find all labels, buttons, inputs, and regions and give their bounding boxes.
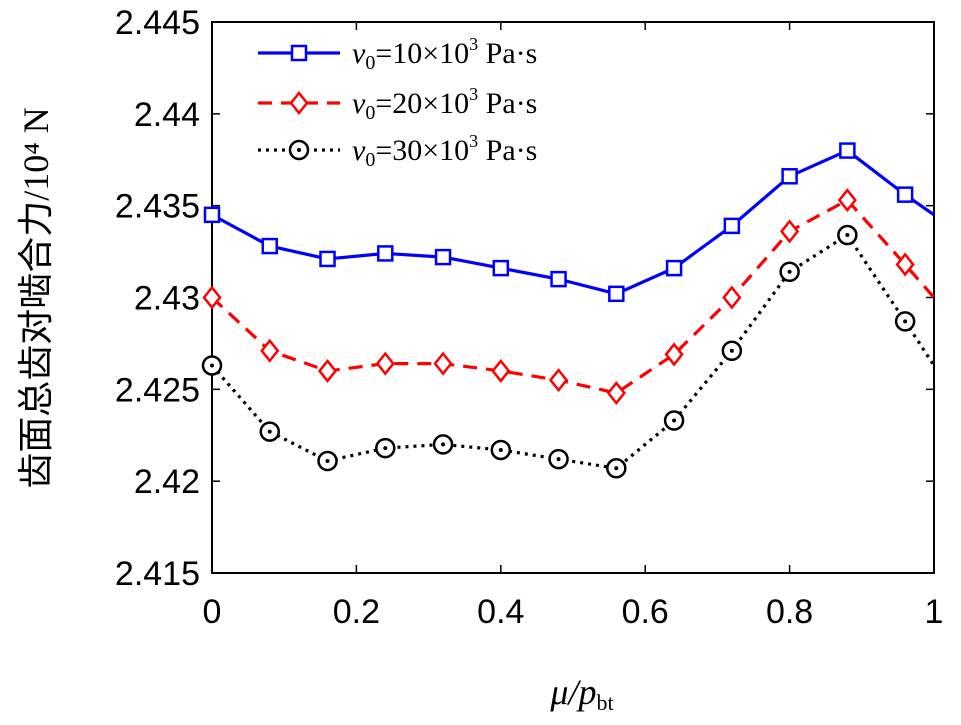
data-point-square — [492, 259, 510, 277]
legend-label: ν0=20×103 Pa·s — [352, 84, 537, 124]
y-axis-title: 齿面总齿对啮合力/10⁴ N — [16, 107, 56, 489]
data-point-circle-dot — [614, 466, 619, 471]
legend-entry-3: ν0=30×103 Pa·s — [258, 131, 537, 171]
data-point-square — [319, 250, 336, 268]
y-tick-label: 2.415 — [115, 555, 200, 593]
data-point-diamond — [779, 219, 800, 244]
data-point-diamond — [548, 368, 569, 393]
data-point-square — [723, 217, 741, 235]
data-point-square — [896, 186, 914, 203]
series-layer — [201, 142, 936, 479]
series-1 — [203, 142, 935, 303]
legend-entry-1: ν0=10×103 Pa·s — [258, 34, 537, 74]
series-line — [210, 198, 936, 395]
data-point-circle-dot — [210, 363, 214, 368]
data-point-square — [608, 285, 625, 303]
x-tick-label: 0.8 — [766, 593, 813, 631]
y-tick-label: 2.43 — [134, 280, 200, 318]
x-axis-title: μ/pbt — [549, 672, 613, 715]
series-3 — [201, 224, 936, 479]
x-tick-label: 0.2 — [333, 593, 380, 631]
data-point-square — [839, 142, 856, 159]
plot-area — [211, 21, 935, 574]
axis-ticks: 2.415 2.42 2.425 2.43 2.435 2.44 2.445 0 0.2 0.4 0… — [115, 4, 944, 631]
data-point-diamond — [722, 285, 742, 310]
legend-entry-2: ν0=20×103 Pa·s — [258, 84, 537, 124]
data-point-diamond — [289, 90, 309, 116]
y-tick-label: 2.44 — [134, 96, 200, 134]
x-axis-title-sub: bt — [596, 690, 613, 715]
x-tick-label: 0 — [203, 593, 222, 631]
data-point-square — [261, 237, 279, 255]
x-tick-label: 1 — [925, 593, 944, 631]
data-point-diamond — [202, 285, 222, 310]
data-point-circle-dot — [441, 442, 446, 447]
data-point-square — [377, 245, 394, 262]
data-point-diamond — [491, 358, 511, 383]
data-point-diamond — [606, 381, 626, 406]
y-tick-label: 2.435 — [115, 188, 200, 226]
data-point-circle-dot — [267, 429, 272, 434]
data-point-circle-dot — [498, 447, 503, 452]
y-tick-label: 2.42 — [134, 463, 200, 501]
data-point-diamond — [664, 342, 684, 367]
data-point-square — [203, 206, 221, 224]
legend-label: ν0=30×103 Pa·s — [352, 131, 537, 171]
x-tick-label: 0.4 — [477, 593, 524, 631]
data-point-diamond — [895, 252, 915, 277]
data-point-diamond — [375, 351, 395, 376]
data-point-circle-dot — [672, 418, 677, 423]
data-point-square — [781, 168, 798, 185]
data-point-diamond — [433, 351, 453, 376]
x-axis-title-main: μ/p — [549, 672, 596, 712]
data-point-diamond — [260, 338, 280, 363]
data-point-circle-dot — [297, 148, 301, 152]
x-tick-label: 0.6 — [622, 593, 669, 631]
data-point-diamond — [317, 358, 338, 383]
data-point-circle-dot — [787, 269, 792, 274]
y-tick-label: 2.445 — [115, 4, 200, 42]
data-point-square — [434, 248, 452, 266]
series-2 — [202, 188, 936, 406]
data-point-circle-dot — [903, 319, 908, 324]
data-point-circle-dot — [383, 446, 388, 451]
data-point-circle-dot — [325, 458, 330, 463]
data-point-square — [665, 259, 683, 277]
y-tick-label: 2.425 — [115, 371, 200, 409]
data-point-square — [290, 44, 308, 62]
data-point-circle-dot — [845, 233, 850, 238]
data-point-square — [550, 270, 567, 288]
legend: ν0=10×103 Pa·s ν0=20×103 Pa·s ν0=30×103 Pa… — [258, 34, 537, 171]
data-point-circle-dot — [729, 348, 734, 353]
legend-label: ν0=10×103 Pa·s — [352, 34, 537, 74]
series-line — [211, 148, 935, 296]
data-point-circle-dot — [556, 457, 561, 462]
data-point-diamond — [837, 188, 857, 213]
